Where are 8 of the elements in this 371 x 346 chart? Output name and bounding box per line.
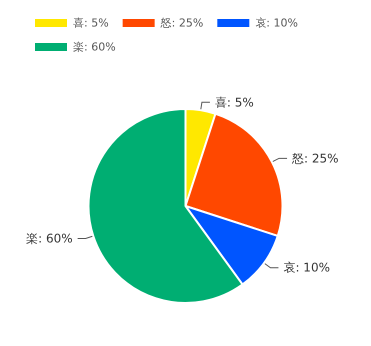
- slice-label: 怒: 25%: [291, 151, 339, 166]
- slice-label: 喜: 5%: [214, 95, 254, 110]
- slice-label: 楽: 60%: [26, 231, 73, 246]
- legend-label: 怒: 25%: [160, 16, 204, 30]
- legend-label: 楽: 60%: [73, 40, 116, 54]
- slice-label: 哀: 10%: [283, 260, 330, 275]
- legend-label: 哀: 10%: [255, 16, 298, 30]
- legend-label: 喜: 5%: [73, 16, 109, 30]
